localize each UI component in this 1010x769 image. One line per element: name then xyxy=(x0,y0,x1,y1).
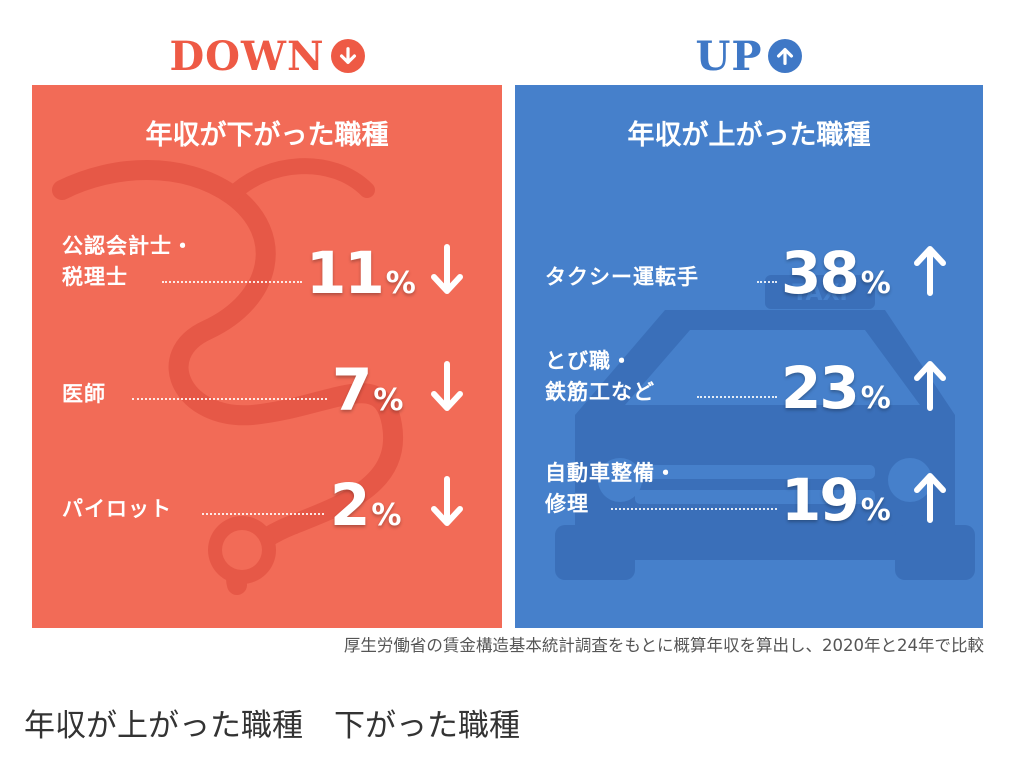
leader-dots xyxy=(697,396,777,398)
down-item: 医師 7% xyxy=(32,330,502,420)
down-item: パイロット 2% xyxy=(32,445,502,535)
up-item-label: とび職・ 鉄筋工など xyxy=(545,349,655,404)
down-panel: 年収が下がった職種 公認会計士・ 税理士 11% 医師 7% パイロット xyxy=(32,85,502,628)
up-panel: TAXI 年収が上がった職種 タクシー運転手 38% とび職・ 鉄筋工など 23… xyxy=(515,85,983,628)
down-item-value: 7% xyxy=(332,356,404,424)
up-item: タクシー運転手 38% xyxy=(515,213,983,303)
up-item: とび職・ 鉄筋工など 23% xyxy=(515,328,983,418)
up-heading: UP xyxy=(515,28,983,84)
leader-dots xyxy=(202,513,324,515)
down-arrow-circle-icon xyxy=(330,39,365,73)
up-arrow-icon xyxy=(914,246,946,296)
up-panel-title: 年収が上がった職種 xyxy=(627,120,871,151)
down-item-value: 11% xyxy=(306,239,416,307)
down-heading-text: DOWN xyxy=(169,32,325,80)
down-arrow-icon xyxy=(431,244,463,294)
down-item-label: パイロット xyxy=(62,497,172,521)
down-item: 公認会計士・ 税理士 11% xyxy=(32,213,502,303)
down-item-label: 公認会計士・ 税理士 xyxy=(62,234,194,289)
down-heading: DOWN xyxy=(32,28,502,84)
source-note: 厚生労働省の賃金構造基本統計調査をもとに概算年収を算出し、2020年と24年で比… xyxy=(343,636,984,655)
down-arrow-icon xyxy=(431,476,463,526)
image-caption: 年収が上がった職種 下がった職種 xyxy=(24,708,520,744)
up-item-value: 38% xyxy=(781,239,891,307)
up-item-value: 19% xyxy=(781,466,891,534)
up-arrow-icon xyxy=(914,361,946,411)
up-heading-text: UP xyxy=(695,32,763,80)
down-item-value: 2% xyxy=(330,471,402,539)
down-panel-title: 年収が下がった職種 xyxy=(145,120,389,151)
up-item-label: タクシー運転手 xyxy=(545,265,699,289)
leader-dots xyxy=(757,281,777,283)
stethoscope-illustration xyxy=(52,158,404,595)
down-item-label: 医師 xyxy=(62,382,106,406)
leader-dots xyxy=(132,398,327,400)
up-item-value: 23% xyxy=(781,354,891,422)
up-item-label: 自動車整備・ 修理 xyxy=(545,461,677,516)
up-item: 自動車整備・ 修理 19% xyxy=(515,440,983,530)
leader-dots xyxy=(162,281,302,283)
down-arrow-icon xyxy=(431,361,463,411)
up-arrow-circle-icon xyxy=(768,39,803,73)
taxi-sign-text: TAXI xyxy=(792,281,847,306)
taxi-illustration: TAXI xyxy=(555,275,975,580)
up-arrow-icon xyxy=(914,473,946,523)
leader-dots xyxy=(611,508,777,510)
